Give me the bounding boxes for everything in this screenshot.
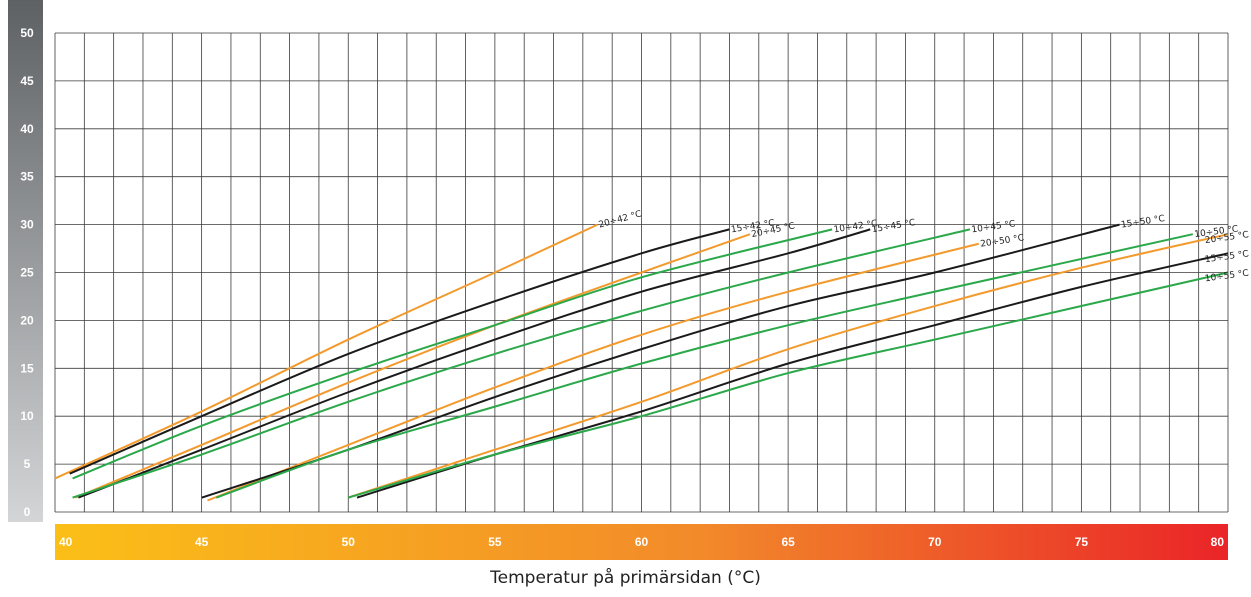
y-tick-label: 5 <box>24 457 31 471</box>
series-labels: 20÷42 °C 15÷42 °C20÷45 °C 10÷42 °C15÷45 °C… <box>598 209 1250 284</box>
y-tick-label: 30 <box>20 218 34 232</box>
y-tick-label: 45 <box>20 74 34 88</box>
x-axis-bar <box>55 524 1228 560</box>
y-tick-label: 25 <box>20 266 34 280</box>
y-tick-label: 20 <box>20 313 34 327</box>
x-tick-label: 70 <box>928 535 942 549</box>
series-label-8: 15÷50 °C <box>1120 214 1165 231</box>
y-tick-label: 10 <box>20 409 34 423</box>
y-tick-label: 0 <box>24 505 31 519</box>
series-line-4 <box>72 228 833 480</box>
series-label-7: 20÷50 °C <box>980 233 1025 249</box>
x-axis-label: Temperatur på primärsidan (°C) <box>490 568 761 588</box>
series-line-2 <box>69 228 730 475</box>
series-line-9 <box>215 233 1194 499</box>
series-label-12: 10÷55 °C <box>1204 269 1249 285</box>
x-tick-label: 45 <box>195 535 209 549</box>
series-line-7 <box>207 242 979 502</box>
series-line-3 <box>75 233 751 499</box>
x-tick-labels: 40 45 50 55 60 65 70 75 80 <box>59 535 1224 549</box>
y-tick-label: 40 <box>20 122 34 136</box>
y-axis-bar <box>8 0 43 522</box>
series-label-1: 20÷42 °C <box>598 209 643 230</box>
x-tick-label: 65 <box>781 535 795 549</box>
x-tick-label: 50 <box>342 535 356 549</box>
y-tick-label: 35 <box>20 170 34 184</box>
y-tick-label: 15 <box>20 361 34 375</box>
series-line-6 <box>72 228 971 499</box>
series-lines <box>54 223 1229 502</box>
series-line-10 <box>347 233 1229 499</box>
series-label-11: 15÷55 °C <box>1204 249 1249 265</box>
x-tick-label: 55 <box>488 535 502 549</box>
series-line-12 <box>347 271 1229 499</box>
y-tick-labels: 0 5 10 15 20 25 30 35 40 45 50 <box>20 26 34 519</box>
x-tick-label: 40 <box>59 535 73 549</box>
x-tick-label: 75 <box>1075 535 1089 549</box>
x-tick-label: 80 <box>1211 535 1225 549</box>
chart: 20÷42 °C 15÷42 °C20÷45 °C 10÷42 °C15÷45 °C… <box>8 0 1250 560</box>
series-label-5: 15÷45 °C <box>871 218 916 235</box>
y-tick-label: 50 <box>20 26 34 40</box>
series-line-1 <box>54 223 598 480</box>
x-tick-label: 60 <box>635 535 649 549</box>
series-line-5 <box>78 228 871 499</box>
